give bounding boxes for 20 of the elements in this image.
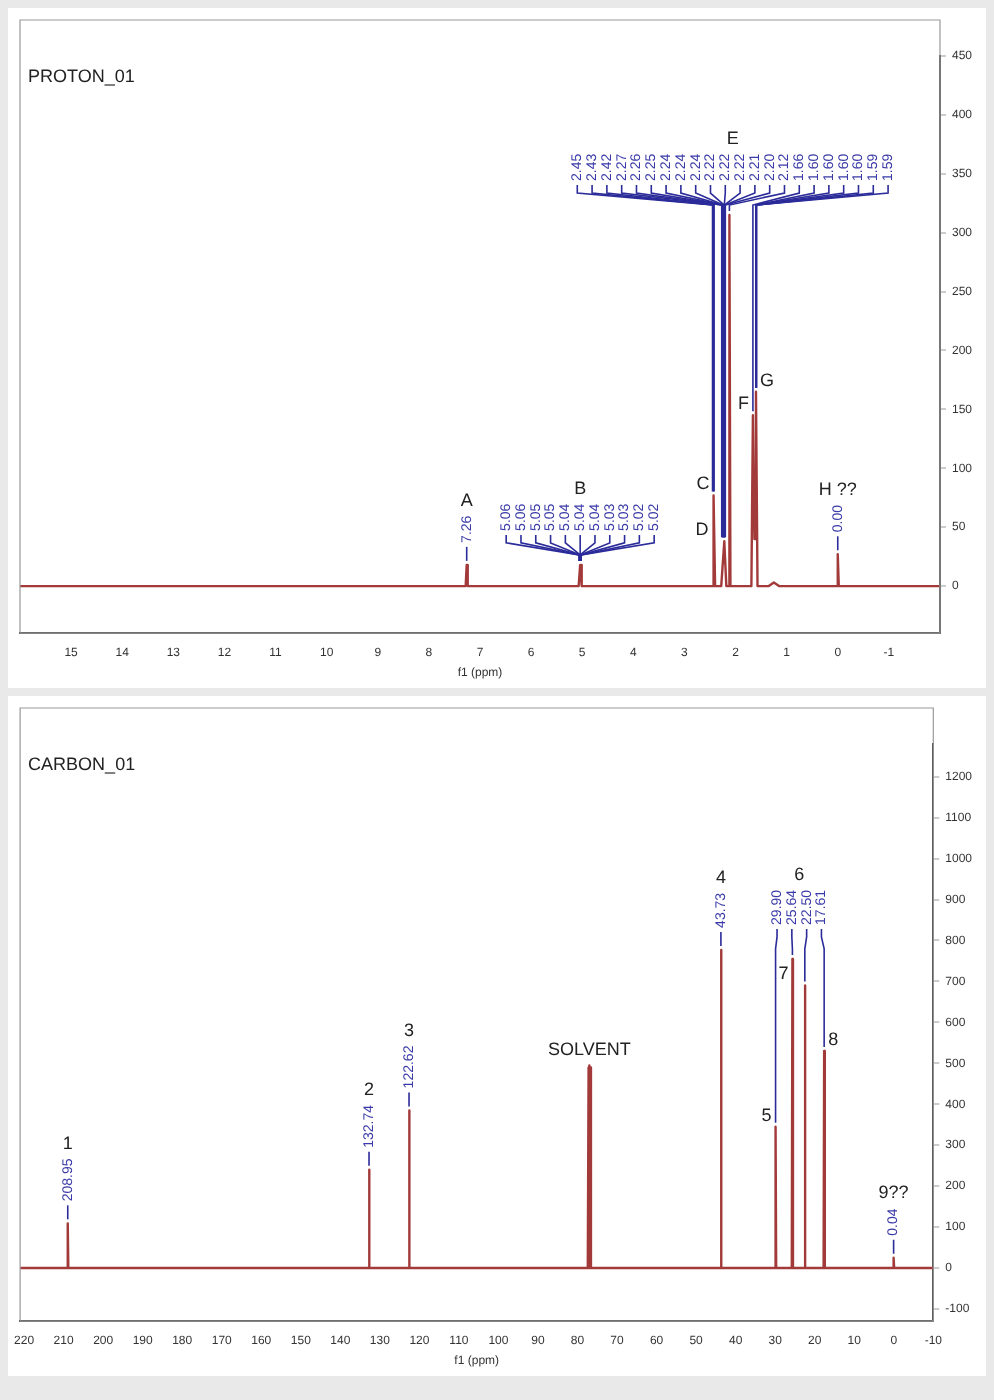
annotation: 6: [794, 863, 805, 884]
annotation: E: [726, 127, 739, 148]
annotation: 3: [404, 1019, 415, 1040]
annotation: SOLVENT: [548, 1039, 632, 1060]
annotation: C: [696, 473, 711, 494]
annotation: 2: [364, 1078, 375, 1099]
annotation: 1: [62, 1132, 73, 1153]
annotation: 8: [828, 1028, 839, 1049]
text: CARBON_01: [28, 753, 136, 774]
annotation: 7: [778, 963, 789, 984]
annotation: A: [460, 489, 473, 510]
annotation: B: [574, 477, 587, 498]
annotation: D: [695, 519, 710, 540]
text: PROTON_01: [28, 65, 135, 86]
annotation: 5: [761, 1104, 772, 1125]
annotation: G: [759, 369, 775, 390]
annotation: 9??: [878, 1182, 909, 1203]
annotation: H ??: [818, 479, 857, 499]
annotation: 4: [715, 866, 726, 887]
annotation: F: [737, 393, 750, 414]
